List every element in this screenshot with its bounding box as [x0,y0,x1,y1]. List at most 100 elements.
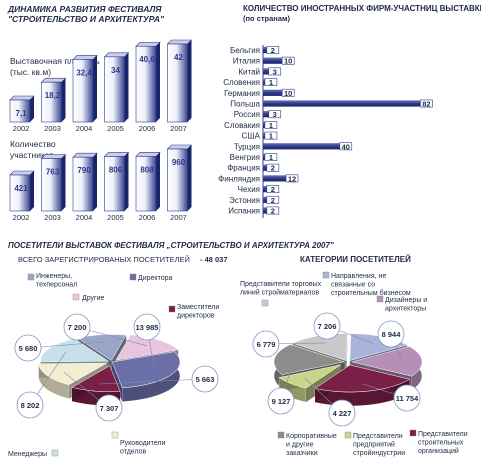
country-label: Бельгия [230,46,260,55]
visitors-title: ПОСЕТИТЕЛИ ВЫСТАВОК ФЕСТИВАЛЯ „СТРОИТЕЛЬ… [8,241,334,250]
categories-category-label: Корпоративные [286,433,337,440]
area-column-side [187,40,192,122]
country-value-label: 40 [342,142,350,151]
country-bar-group: Россия 3 [234,110,282,119]
categories-category-label: и другие [286,442,314,449]
countries-subtitle: (по странам) [243,14,291,23]
visitors-value-label: 5 680 [19,344,38,353]
countries-title: КОЛИЧЕСТВО ИНОСТРАННЫХ ФИРМ-УЧАСТНИЦ ВЫС… [243,4,481,13]
categories-legend-swatch [322,271,330,279]
country-label: Италия [233,57,260,66]
country-bar [263,57,283,64]
participants-column-top [166,144,193,150]
participants-column: 421 2002 [9,170,35,222]
participants-column-side [61,154,66,211]
visitors-total-value: - 48 037 [200,255,228,264]
area-year-label: 2004 [76,124,93,133]
participants-column: 808 2006 [135,152,161,222]
visitors-leader-line [99,378,206,385]
participants-column-side [30,171,34,211]
categories-legend-swatch [344,431,352,439]
visitors-value-bubble [63,313,91,341]
participants-column-face [167,148,188,212]
area-year-label: 2007 [170,124,187,133]
categories-category-label: Дизайнеры и [385,296,427,304]
country-bar-group: Турция 40 [234,142,353,151]
area-column: 42 2007 [166,39,193,133]
categories-value-bubble [267,387,295,415]
country-bar [263,196,267,203]
country-value-label: 1 [269,121,273,130]
country-bar [263,68,269,75]
country-value-label: 2 [271,164,275,173]
area-column-top [40,77,67,83]
area-year-label: 2006 [139,124,156,133]
visitors-slice-top [71,365,121,392]
visitors-category-label: Менеджеры [8,451,47,458]
country-label: Китай [238,67,260,76]
country-bar-group: Бельгия 2 [230,46,280,55]
categories-category-label: связанные со [331,282,375,289]
categories-title: КАТЕГОРИИ ПОСЕТИТЕЛЕЙ [300,255,411,264]
area-column: 34 2005 [103,52,130,133]
area-year-label: 2003 [44,124,61,133]
country-label: Франция [227,164,260,173]
visitors-callout: 7 307 Руководители отделов [63,371,165,456]
area-column-side [124,52,129,122]
area-column-top [9,95,35,101]
area-column-side [93,55,97,123]
categories-value-bubble [328,399,356,427]
area-column-side [30,96,34,122]
country-label: Испания [228,207,260,216]
country-value-box [281,56,295,65]
country-bar-group: Словения 1 [223,78,278,87]
categories-category-label: заказчики [286,450,318,457]
categories-value-bubble [313,312,341,340]
country-value-box [285,174,299,183]
country-value-label: 1 [269,78,273,87]
country-label: Германия [224,89,260,98]
visitors-category-label: Руководители [120,440,165,447]
visitors-value-label: 7 307 [100,404,119,413]
country-bar [263,46,267,54]
country-bar [263,89,283,96]
countries-bar-chart: Бельгия 2 Италия 10 Китай 3 Словения 1 Германия 1… [218,46,433,216]
area-column-face [135,45,157,123]
categories-callout: 8 944 Дизайнеры и архитекторы [376,295,427,362]
area-value-label: 18,2 [45,91,61,100]
participants-year-label: 2005 [107,213,124,222]
country-value-box [266,195,280,204]
dynamics-title: ДИНАМИКА РАЗВИТИЯ ФЕСТИВАЛЯ [7,4,162,14]
country-bar-group: США 1 [242,132,278,141]
categories-category-label: предприятий [353,441,395,449]
visitors-callout: 5 663 Заместители директоров [99,304,219,393]
country-bar [263,143,340,150]
categories-slice [314,364,411,407]
participants-column-top [135,152,161,157]
area-column: 32,4 2004 [72,55,98,133]
visitors-category-label: Другие [82,295,105,302]
visitors-value-bubble [133,313,161,341]
categories-legend-swatch [261,299,269,307]
country-label: Венгрия [230,153,260,162]
visitors-value-bubble [95,394,123,422]
visitors-slice-top [111,351,181,388]
country-label: Турция [234,142,260,151]
categories-category-label: организаций [418,447,459,455]
participants-column: 806 2005 [103,152,130,222]
categories-category-label: Представители [353,433,403,440]
participants-column-face [72,156,94,212]
country-bar [263,100,421,107]
area-label-1: Выставочная площадь [10,56,100,66]
categories-value-label: 7 206 [318,322,337,331]
area-column-top [103,52,130,58]
country-value-box [268,110,282,119]
area-value-label: 40,6 [139,55,155,64]
categories-value-label: 8 944 [382,330,402,339]
country-bar-group: Италия 10 [233,56,295,66]
participants-year-label: 2006 [139,213,156,222]
area-column-top [166,39,193,45]
area-column: 40,6 2006 [135,41,161,133]
country-value-label: 10 [284,89,292,98]
country-bar [263,132,265,139]
